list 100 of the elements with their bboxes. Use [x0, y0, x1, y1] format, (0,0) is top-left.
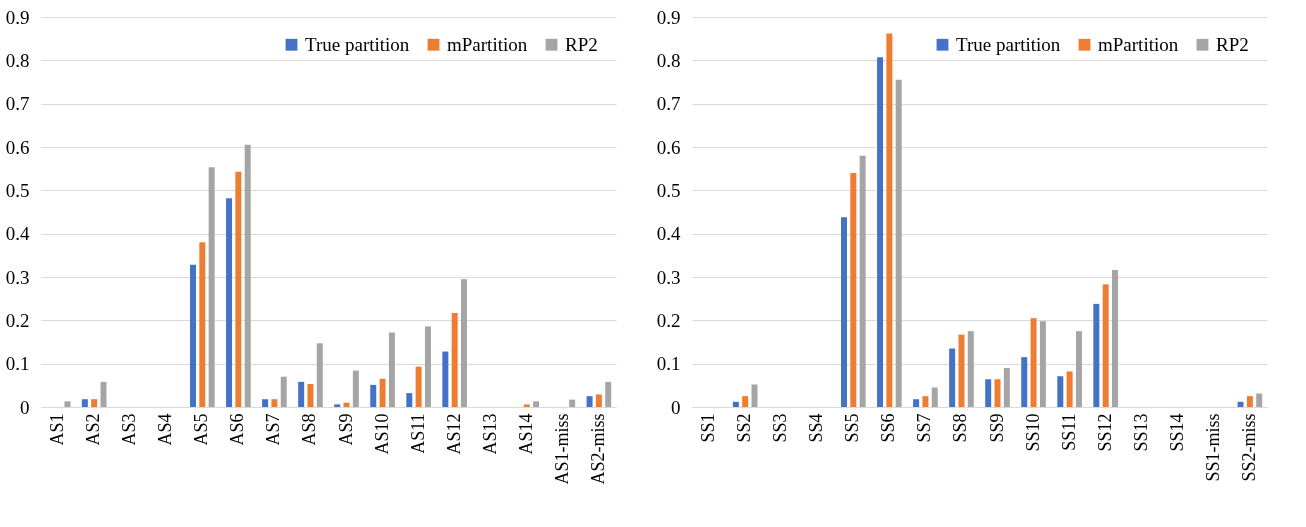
- x-tick-label: AS5: [191, 413, 212, 446]
- y-tick-label: 0.9: [656, 6, 681, 28]
- x-tick-label: AS2-miss: [587, 413, 608, 485]
- y-tick-label: 0.7: [5, 93, 30, 115]
- bar: [1021, 357, 1028, 407]
- legend-label: mPartition: [447, 33, 528, 55]
- y-tick-label: 0.3: [5, 266, 30, 288]
- bar: [877, 57, 884, 407]
- bar: [271, 399, 278, 407]
- bar: [985, 379, 992, 407]
- bar: [334, 404, 341, 407]
- bar: [307, 384, 314, 407]
- bar: [1075, 331, 1082, 407]
- y-tick-label: 0.8: [5, 49, 30, 71]
- x-tick-label: SS13: [1130, 413, 1151, 452]
- x-tick-label: AS1-miss: [551, 413, 572, 485]
- bar: [732, 401, 739, 407]
- bar: [1256, 393, 1263, 407]
- bar: [235, 171, 242, 407]
- bar: [742, 396, 749, 407]
- x-tick-label: SS12: [1094, 413, 1115, 452]
- bar: [442, 351, 449, 407]
- x-tick-label: AS2: [83, 413, 104, 446]
- y-tick-label: 0.2: [5, 309, 30, 331]
- bar: [886, 33, 893, 407]
- bar: [280, 376, 287, 407]
- legend-label: RP2: [565, 33, 598, 55]
- bar: [1003, 368, 1010, 407]
- bar: [343, 402, 350, 407]
- y-tick-label: 0.3: [656, 266, 681, 288]
- y-tick-label: 0: [671, 396, 681, 418]
- y-tick-label: 0.1: [5, 353, 30, 375]
- x-tick-label: AS13: [479, 413, 500, 455]
- bar: [994, 379, 1001, 407]
- bar: [1057, 376, 1064, 407]
- bar: [64, 401, 71, 407]
- legend-label: True partition: [305, 33, 410, 55]
- x-tick-label: SS2: [734, 413, 755, 443]
- bar: [415, 366, 422, 407]
- bar: [379, 378, 386, 407]
- bar: [199, 242, 206, 407]
- bar: [949, 348, 956, 407]
- y-tick-label: 0.5: [656, 179, 681, 201]
- bar: [100, 381, 107, 407]
- y-tick-label: 0.1: [656, 353, 681, 375]
- y-tick-label: 0.7: [656, 93, 681, 115]
- bar: [958, 334, 965, 407]
- bar: [1112, 270, 1118, 407]
- bar: [424, 326, 431, 407]
- bar: [586, 396, 593, 407]
- x-tick-label: AS14: [515, 413, 536, 455]
- y-tick-label: 0: [20, 396, 30, 418]
- bar: [931, 387, 938, 407]
- y-tick-label: 0.6: [5, 136, 30, 158]
- x-tick-label: SS4: [806, 413, 827, 443]
- bar: [1237, 401, 1244, 407]
- x-tick-label: SS6: [878, 413, 899, 443]
- x-tick-label: SS9: [986, 413, 1007, 443]
- y-tick-label: 0.4: [5, 223, 30, 245]
- bar: [262, 399, 269, 407]
- bar: [1093, 303, 1100, 407]
- bar: [859, 155, 866, 407]
- x-tick-label: AS10: [371, 413, 392, 455]
- bar: [316, 343, 323, 407]
- bar: [461, 279, 467, 407]
- x-tick-label: SS2-miss: [1238, 413, 1259, 482]
- y-tick-label: 0.5: [5, 179, 30, 201]
- bar: [523, 404, 530, 407]
- y-tick-label: 0.2: [656, 309, 681, 331]
- bar: [298, 381, 305, 407]
- x-tick-label: SS3: [770, 413, 791, 443]
- x-tick-label: SS14: [1166, 413, 1187, 452]
- bar: [850, 173, 857, 407]
- bar: [406, 393, 413, 407]
- bar: [190, 264, 196, 407]
- legend-label: mPartition: [1098, 33, 1179, 55]
- y-tick-label: 0.6: [656, 136, 681, 158]
- x-tick-label: AS7: [263, 413, 284, 446]
- x-tick-label: SS8: [950, 413, 971, 443]
- bar: [352, 370, 359, 407]
- bar: [1039, 321, 1046, 407]
- bar: [967, 331, 974, 407]
- y-tick-label: 0.9: [5, 6, 30, 28]
- x-tick-label: SS1-miss: [1202, 413, 1223, 482]
- bar: [91, 399, 98, 407]
- x-tick-label: AS9: [335, 413, 356, 446]
- bar: [244, 144, 251, 407]
- bar: [569, 399, 576, 407]
- x-tick-label: SS5: [842, 413, 863, 443]
- legend-label: RP2: [1216, 33, 1249, 55]
- x-tick-label: SS7: [914, 413, 935, 443]
- x-tick-label: AS8: [299, 413, 320, 446]
- bar: [451, 312, 458, 407]
- x-tick-label: AS12: [443, 413, 464, 455]
- y-tick-label: 0.4: [656, 223, 681, 245]
- bar: [751, 384, 758, 407]
- x-tick-label: AS11: [407, 413, 428, 454]
- x-tick-label: AS4: [155, 413, 176, 446]
- bar: [841, 217, 847, 407]
- bar: [388, 332, 395, 407]
